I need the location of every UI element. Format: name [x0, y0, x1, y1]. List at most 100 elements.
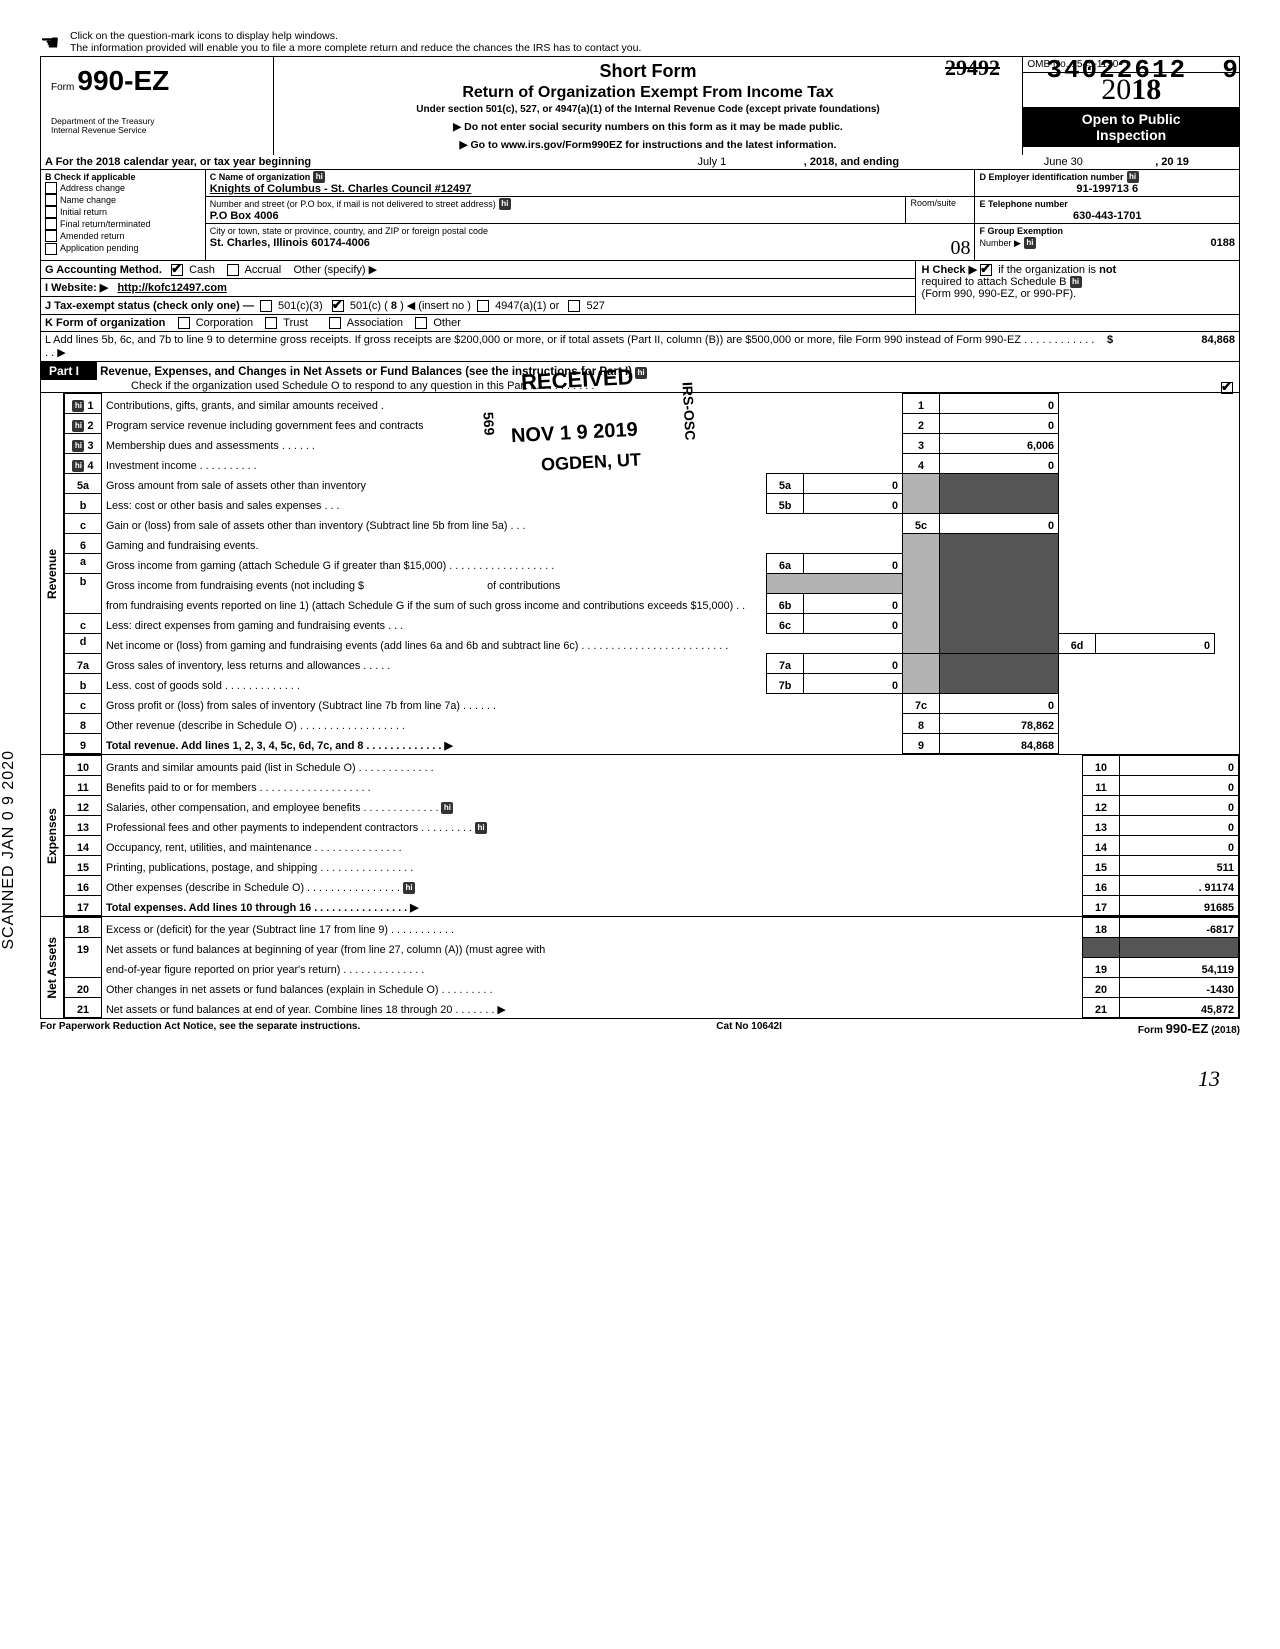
line-12-amount: 0 [1120, 796, 1239, 816]
help-icon[interactable]: hi [475, 822, 487, 834]
part-I-header: Part I Revenue, Expenses, and Changes in… [41, 362, 1239, 393]
cash-checkbox[interactable] [171, 264, 183, 276]
B-pending[interactable]: Application pending [45, 242, 201, 254]
line-6d-amount: 0 [1096, 634, 1215, 654]
527-checkbox[interactable] [568, 300, 580, 312]
501c-checkbox[interactable] [332, 300, 344, 312]
B-name[interactable]: Name change [45, 194, 201, 206]
trust-checkbox[interactable] [265, 317, 277, 329]
line-5a-amount: 0 [804, 474, 903, 494]
line-14-amount: 0 [1120, 836, 1239, 856]
help-icon[interactable]: hi [441, 802, 453, 814]
line-7c-amount: 0 [940, 694, 1059, 714]
help-icon[interactable]: hi [72, 420, 84, 432]
help-icon[interactable]: hi [72, 440, 84, 452]
help-icon[interactable]: hi [72, 460, 84, 472]
line-16-amount: . 91174 [1120, 876, 1239, 896]
revenue-label: Revenue [43, 545, 61, 603]
expenses-table: 10Grants and similar amounts paid (list … [64, 755, 1239, 916]
street-value: P.O Box 4006 [210, 210, 279, 222]
line-8-amount: 78,862 [940, 714, 1059, 734]
line-18-amount: -6817 [1120, 918, 1239, 938]
help-icon[interactable]: hi [499, 198, 511, 210]
city-value: St. Charles, Illinois 60174-4006 [210, 237, 370, 249]
net-assets-table: 18Excess or (deficit) for the year (Subt… [64, 917, 1239, 1018]
C-label: C Name of organization [210, 172, 311, 182]
row-I: I Website: ▶ http://kofc12497.com [41, 279, 915, 297]
line-7a-amount: 0 [804, 654, 903, 674]
line-10-amount: 0 [1120, 756, 1239, 776]
website-value: http://kofc12497.com [117, 282, 226, 294]
title-main: Return of Organization Exempt From Incom… [284, 84, 1013, 102]
title-short-form: Short Form [284, 61, 1013, 82]
line-20-amount: -1430 [1120, 978, 1239, 998]
assoc-checkbox[interactable] [329, 317, 341, 329]
scanned-stamp: SCANNED JAN 0 9 2020 [0, 750, 18, 950]
501c3-checkbox[interactable] [260, 300, 272, 312]
line-7b-amount: 0 [804, 674, 903, 694]
line-13-amount: 0 [1120, 816, 1239, 836]
row-A: A For the 2018 calendar year, or tax yea… [41, 155, 1239, 170]
accrual-checkbox[interactable] [227, 264, 239, 276]
line-6b-amount: 0 [804, 594, 903, 614]
gross-receipts: 84,868 [1125, 334, 1235, 359]
row-K: K Form of organization Corporation Trust… [41, 314, 1239, 331]
line-9-amount: 84,868 [940, 734, 1059, 754]
room-suite-label: Room/suite [906, 197, 974, 223]
page-number: 13 [40, 1066, 1240, 1092]
line-goto: ▶ Go to www.irs.gov/Form990EZ for instru… [284, 139, 1013, 151]
expenses-label: Expenses [43, 804, 61, 868]
B-address[interactable]: Address change [45, 182, 201, 194]
B-amended[interactable]: Amended return [45, 230, 201, 242]
B-label: B Check if applicable [45, 172, 201, 182]
row-J: J Tax-exempt status (check only one) — 5… [41, 297, 915, 314]
line-15-amount: 511 [1120, 856, 1239, 876]
row-G: G Accounting Method. Cash Accrual Other … [41, 261, 915, 279]
line-5c-amount: 0 [940, 514, 1059, 534]
help-tip: Click on the question-mark icons to disp… [70, 30, 641, 54]
line-1-amount: 0 [940, 394, 1059, 414]
line-21-amount: 45,872 [1120, 998, 1239, 1018]
E-label: E Telephone number [979, 199, 1067, 209]
corp-checkbox[interactable] [178, 317, 190, 329]
group-exemption: 0188 [1211, 237, 1235, 249]
help-icon[interactable]: hi [72, 400, 84, 412]
line-17-amount: 91685 [1120, 896, 1239, 916]
schedule-O-checkbox[interactable] [1221, 382, 1233, 394]
subtitle: Under section 501(c), 527, or 4947(a)(1)… [284, 104, 1013, 115]
4947-checkbox[interactable] [477, 300, 489, 312]
pointer-icon: ☚ [40, 30, 60, 56]
D-label: D Employer identification number [979, 172, 1123, 182]
dept-irs: Internal Revenue Service [51, 125, 146, 135]
stamp-number: 34022612 9 [1046, 55, 1240, 85]
line-5b-amount: 0 [804, 494, 903, 514]
stamp-crossed: 29492 [945, 55, 1000, 81]
line-2-amount: 0 [940, 414, 1059, 434]
open-inspection: Open to PublicInspection [1023, 107, 1239, 147]
line-ssn: ▶ Do not enter social security numbers o… [284, 121, 1013, 133]
org-name: Knights of Columbus - St. Charles Counci… [210, 183, 472, 195]
form-word: Form [51, 82, 74, 93]
line-11-amount: 0 [1120, 776, 1239, 796]
net-assets-label: Net Assets [43, 933, 61, 1003]
H-checkbox[interactable] [980, 264, 992, 276]
help-icon[interactable]: hi [1127, 171, 1139, 183]
help-icon[interactable]: hi [635, 367, 647, 379]
B-initial[interactable]: Initial return [45, 206, 201, 218]
footer: For Paperwork Reduction Act Notice, see … [40, 1021, 1240, 1036]
line-6c-amount: 0 [804, 614, 903, 634]
B-final[interactable]: Final return/terminated [45, 218, 201, 230]
street-label: Number and street (or P.O box, if mail i… [210, 199, 496, 209]
help-icon[interactable]: hi [1070, 276, 1082, 288]
line-3-amount: 6,006 [940, 434, 1059, 454]
city-label: City or town, state or province, country… [210, 226, 488, 236]
help-icon[interactable]: hi [403, 882, 415, 894]
form-number: 990-EZ [77, 65, 169, 96]
help-icon[interactable]: hi [1024, 237, 1036, 249]
line-19-amount: 54,119 [1120, 958, 1239, 978]
stamp-08: 08 [950, 237, 970, 260]
row-H: H Check ▶ if the organization is not req… [916, 261, 1239, 314]
other-checkbox[interactable] [415, 317, 427, 329]
F-label: F Group Exemption [979, 226, 1063, 236]
help-icon[interactable]: hi [313, 171, 325, 183]
